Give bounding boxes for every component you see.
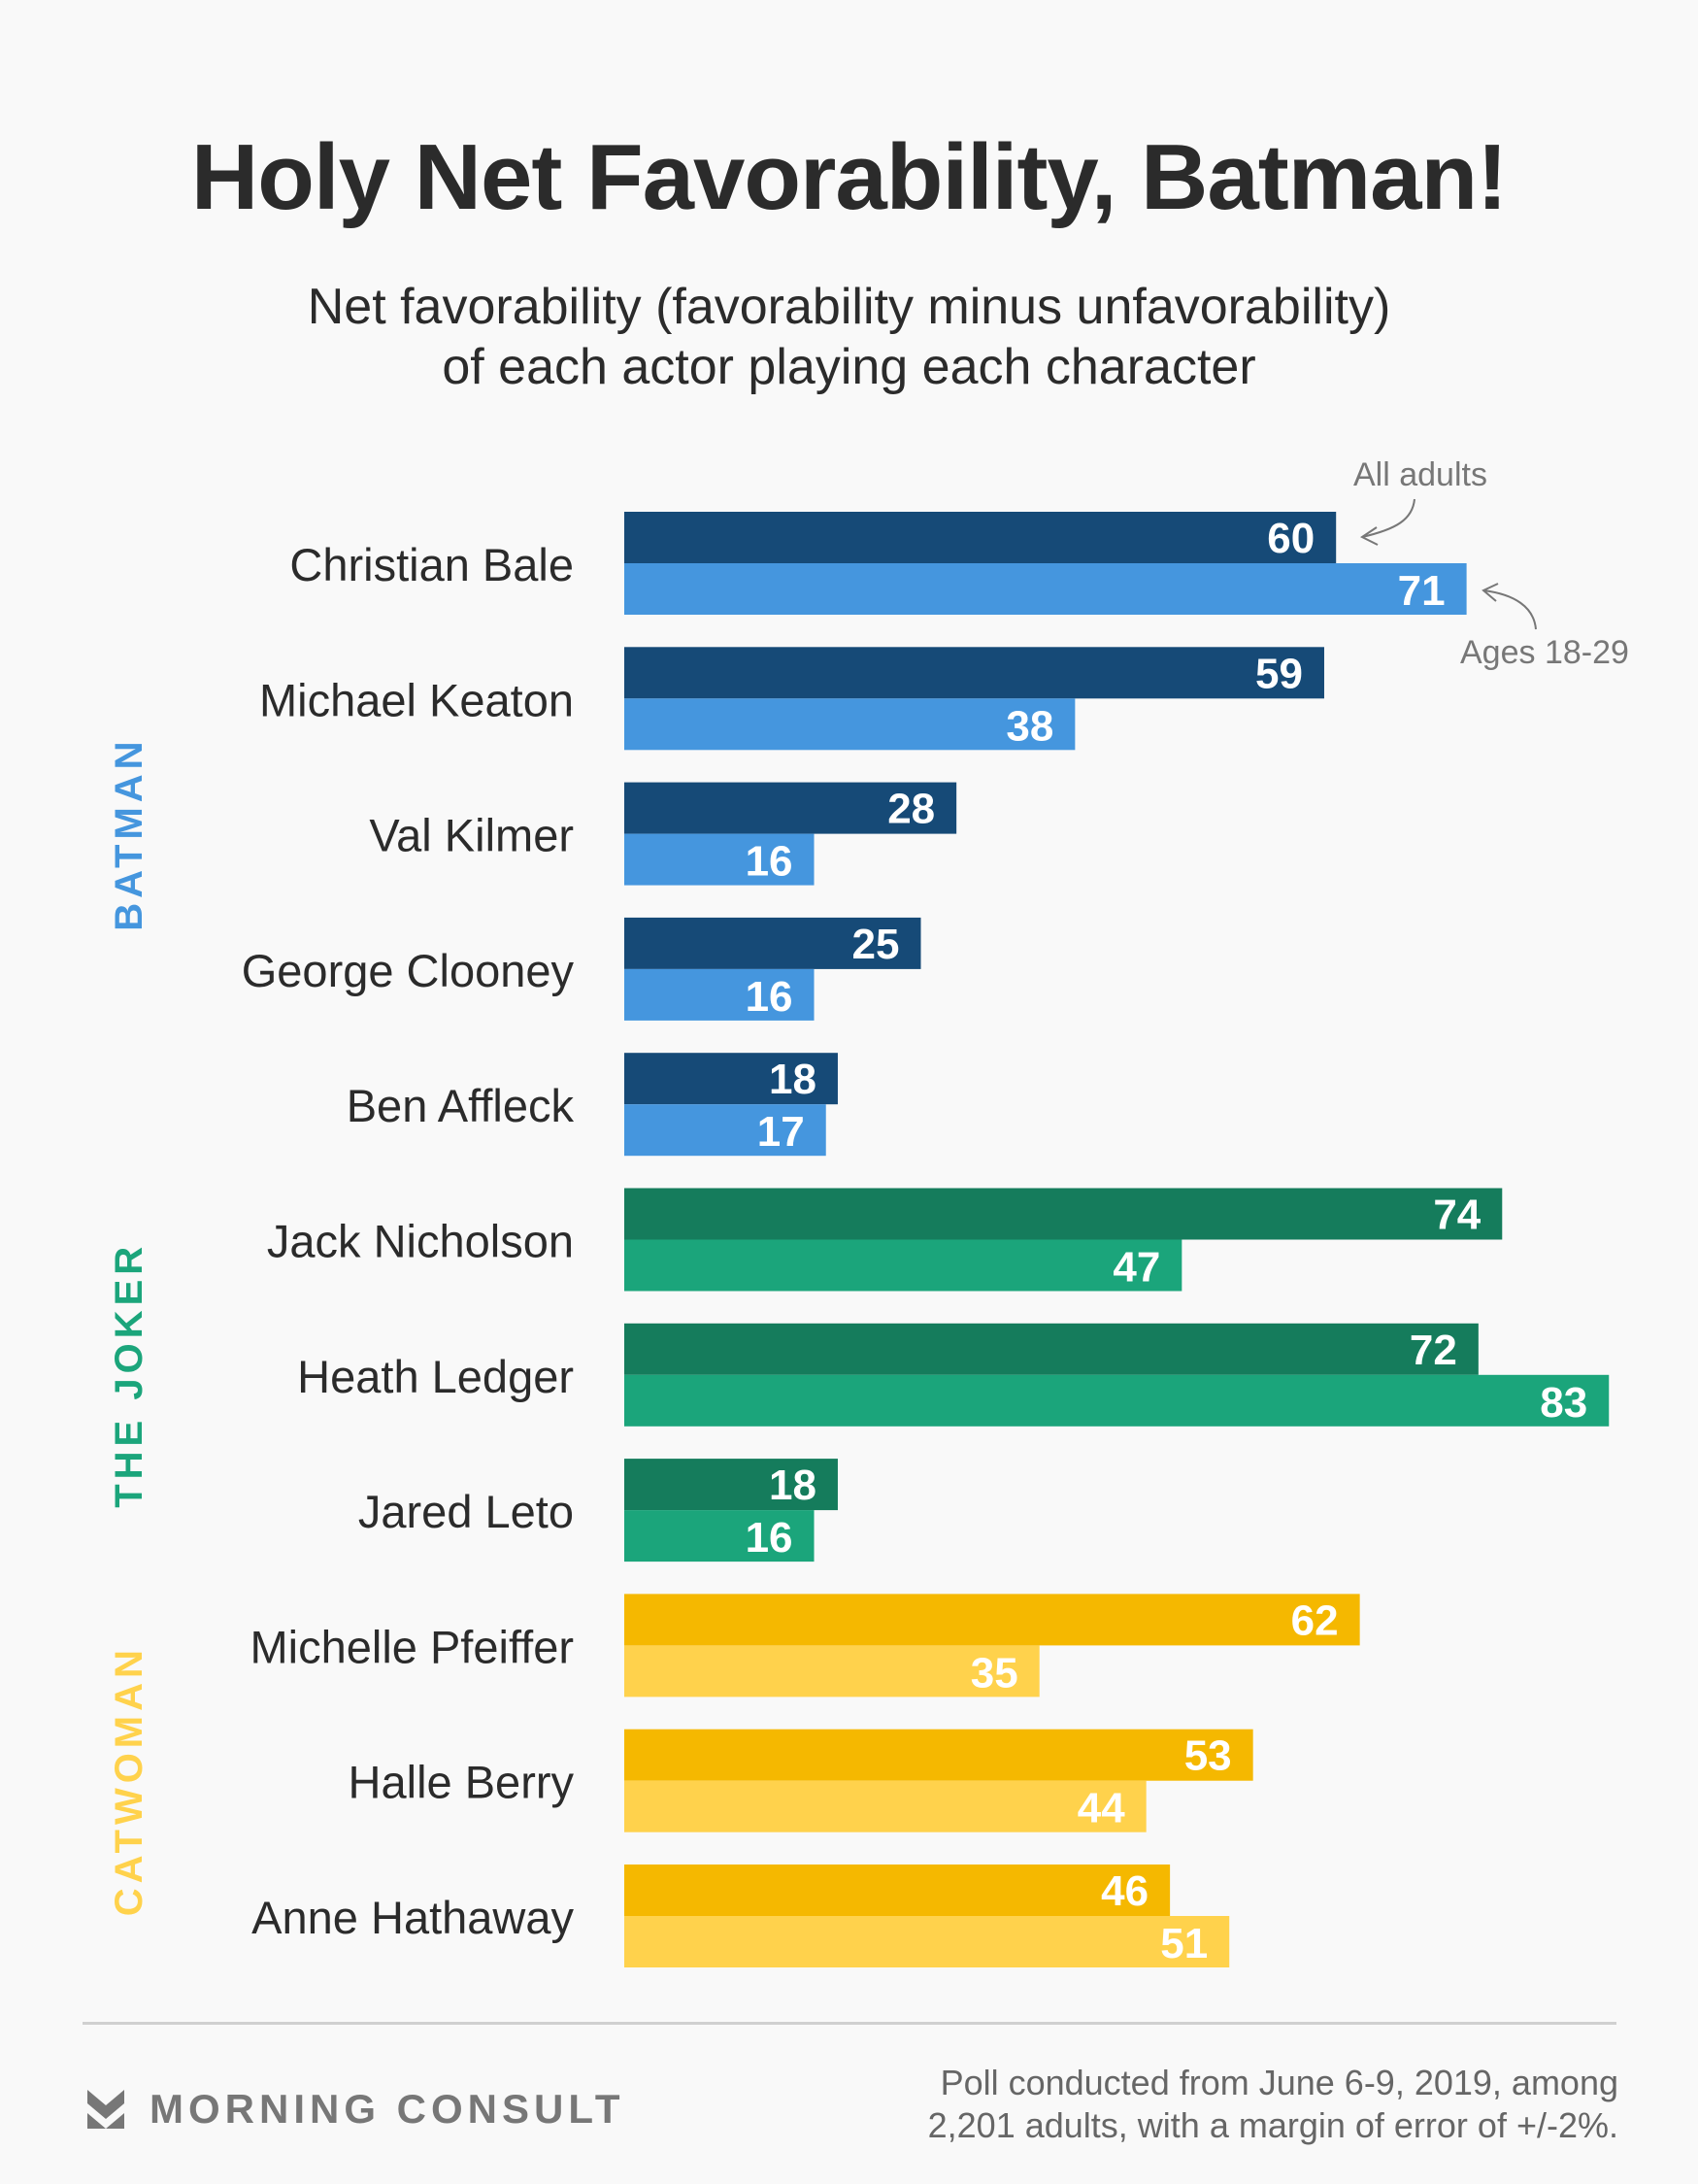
actor-label: George Clooney — [242, 945, 575, 996]
bar-value-label: 59 — [1255, 650, 1303, 697]
bar-all-adults — [624, 1729, 1253, 1781]
group-label-catwoman: CATWOMAN — [108, 1645, 150, 1916]
bar-ages-18-29 — [624, 1104, 826, 1157]
footnote-line-2: 2,201 adults, with a margin of error of … — [927, 2105, 1618, 2145]
bar-all-adults — [624, 1323, 1479, 1375]
bar-value-label: 16 — [746, 1514, 793, 1562]
bar-value-label: 47 — [1113, 1244, 1160, 1292]
bar-all-adults — [624, 1053, 838, 1105]
actor-label: Michelle Pfeiffer — [250, 1621, 575, 1672]
footnote-line-1: Poll conducted from June 6-9, 2019, amon… — [940, 2063, 1618, 2102]
poll-footnote: Poll conducted from June 6-9, 2019, amon… — [928, 2062, 1618, 2147]
bar-all-adults — [624, 647, 1324, 699]
bar-ages-18-29 — [624, 968, 815, 1021]
bar-ages-18-29 — [624, 1780, 1147, 1832]
chart-subtitle: Net favorability (favorability minus unf… — [0, 277, 1698, 397]
annotation-all-adults: All adults — [1353, 456, 1487, 493]
annotation-ages-18-29: Ages 18-29 — [1460, 634, 1629, 671]
bar-value-label: 51 — [1160, 1920, 1208, 1967]
arrowhead-icon — [1482, 583, 1499, 602]
subtitle-line-1: Net favorability (favorability minus unf… — [307, 279, 1391, 335]
subtitle-line-2: of each actor playing each character — [442, 339, 1256, 395]
bar-value-label: 18 — [769, 1462, 816, 1509]
footer-divider — [83, 2022, 1616, 2025]
actor-label: Jack Nicholson — [267, 1216, 574, 1267]
bar-value-label: 74 — [1433, 1192, 1481, 1239]
bar-value-label: 28 — [887, 786, 935, 833]
actor-label: Anne Hathaway — [251, 1892, 574, 1943]
bar-value-label: 53 — [1184, 1732, 1232, 1780]
bar-value-label: 44 — [1078, 1785, 1125, 1832]
morning-consult-logo-icon — [87, 2090, 124, 2129]
bar-all-adults — [624, 1188, 1503, 1240]
actor-label: Michael Keaton — [259, 674, 574, 725]
group-label-the-joker: THE JOKER — [108, 1242, 150, 1508]
bar-all-adults — [624, 917, 921, 969]
actor-label: Heath Ledger — [297, 1351, 574, 1402]
bar-value-label: 35 — [971, 1649, 1018, 1697]
bar-value-label: 71 — [1398, 567, 1446, 615]
bar-all-adults — [624, 512, 1337, 563]
actor-label: Christian Bale — [289, 539, 574, 590]
bar-value-label: 16 — [746, 838, 793, 886]
actor-label: Ben Affleck — [347, 1080, 575, 1131]
actor-label: Halle Berry — [349, 1757, 575, 1808]
brand-name: MORNING CONSULT — [150, 2086, 625, 2132]
bar-value-label: 38 — [1006, 702, 1053, 750]
bar-ages-18-29 — [624, 1645, 1040, 1697]
annotation-arrow-all-adults — [1361, 498, 1415, 538]
group-label-batman: BATMAN — [108, 736, 150, 930]
bar-ages-18-29 — [624, 1510, 815, 1562]
bar-ages-18-29 — [624, 1239, 1182, 1292]
bar-value-label: 72 — [1410, 1327, 1457, 1374]
bar-value-label: 18 — [769, 1056, 816, 1103]
bar-ages-18-29 — [624, 1374, 1610, 1427]
actor-label: Jared Leto — [358, 1486, 574, 1537]
bar-ages-18-29 — [624, 1916, 1230, 1967]
bar-value-label: 60 — [1267, 515, 1315, 562]
bar-ages-18-29 — [624, 833, 815, 886]
bar-ages-18-29 — [624, 563, 1467, 615]
bar-value-label: 16 — [746, 973, 793, 1021]
actor-label: Val Kilmer — [369, 810, 574, 861]
bar-value-label: 83 — [1540, 1379, 1587, 1427]
bar-value-label: 17 — [757, 1108, 805, 1156]
arrowhead-icon — [1360, 526, 1379, 546]
chart-title: Holy Net Favorability, Batman! — [190, 125, 1508, 229]
bar-value-label: 46 — [1101, 1867, 1149, 1915]
bar-value-label: 62 — [1291, 1596, 1339, 1644]
bar-value-label: 25 — [852, 921, 900, 968]
annotation-arrow-ages — [1482, 589, 1537, 630]
bar-all-adults — [624, 782, 957, 834]
brand-logo: MORNING CONSULT — [87, 2086, 625, 2133]
bar-all-adults — [624, 1594, 1360, 1646]
bar-ages-18-29 — [624, 698, 1076, 751]
bar-all-adults — [624, 1459, 838, 1511]
bar-all-adults — [624, 1865, 1171, 1916]
